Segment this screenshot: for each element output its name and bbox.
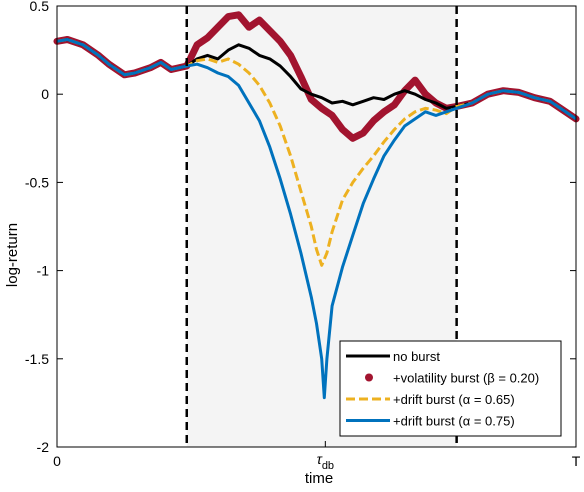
series-point [266, 27, 273, 34]
series-point [256, 17, 263, 24]
series-point [194, 41, 201, 48]
series-point [329, 112, 336, 119]
series-point [204, 34, 211, 41]
y-tick-label: 0.5 [30, 0, 50, 14]
series-point [349, 135, 356, 142]
series-point [297, 73, 304, 80]
series-point [287, 52, 294, 59]
series-point [391, 101, 398, 108]
series-point [360, 130, 367, 137]
series-point [246, 24, 253, 31]
x-tick-label: τdb [317, 451, 335, 472]
y-tick-label: 0 [41, 86, 49, 102]
legend-label: no burst [393, 349, 440, 364]
y-axis-title: log-return [4, 223, 21, 287]
x-axis-title: time [305, 470, 333, 487]
legend-label: +drift burst (α = 0.65) [393, 392, 515, 407]
series-point [380, 108, 387, 115]
series-point [214, 24, 221, 31]
series-drift-burst-0-75 [56, 38, 577, 400]
y-tick-label: -1 [37, 263, 50, 279]
series-point [308, 96, 315, 103]
series-point [412, 77, 419, 84]
plot-frame [56, 5, 577, 448]
y-tick-label: -0.5 [25, 174, 49, 190]
x-tick-label: T [572, 453, 581, 469]
legend-label: +volatility burst (β = 0.20) [393, 371, 539, 386]
series-point [235, 11, 242, 18]
series-point [370, 117, 377, 124]
series-point [422, 91, 429, 98]
series-point [277, 38, 284, 45]
series-point [339, 126, 346, 133]
y-tick-label: -1.5 [25, 351, 49, 367]
legend-label: +drift burst (α = 0.75) [393, 414, 515, 429]
x-tick-label: 0 [53, 453, 61, 469]
series-point [225, 13, 232, 20]
y-tick-label: -2 [37, 439, 50, 455]
series-point [318, 105, 325, 112]
legend-swatch [365, 373, 373, 382]
